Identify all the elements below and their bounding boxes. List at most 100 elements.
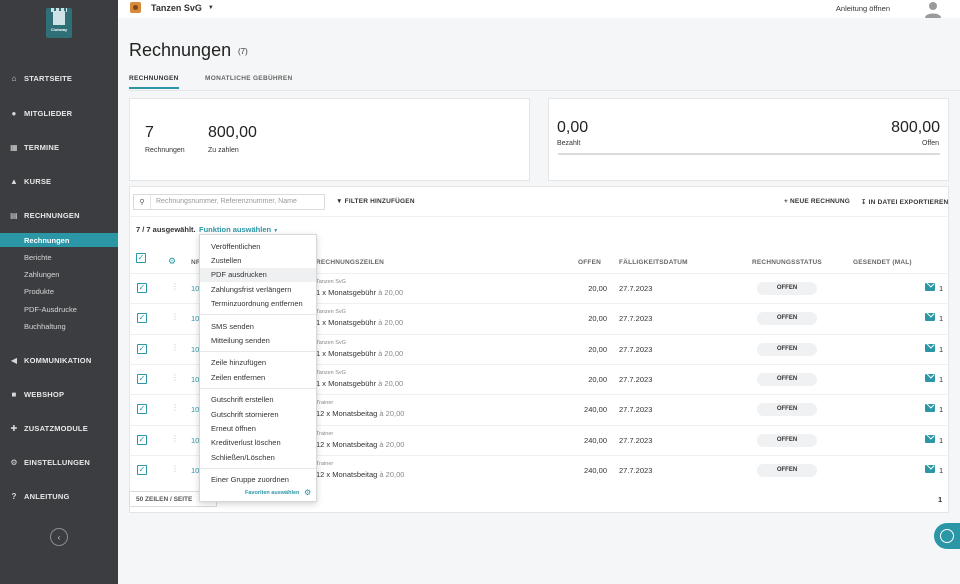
sidebar-item-termine[interactable]: ▦ TERMINE [0,139,118,155]
drag-handle-icon[interactable]: ⋮ [171,282,179,291]
open-guide-link[interactable]: Anleitung öffnen [835,4,890,13]
column-header-lines[interactable]: RECHNUNGSZEILEN [316,259,385,266]
menu-item[interactable]: Gutschrift stornieren [211,409,279,419]
sidebar-subitem-pdf-ausdrucke[interactable]: PDF-Ausdrucke [24,304,77,314]
menu-item[interactable]: Mitteilung senden [211,335,270,345]
row-checkbox[interactable]: ✓ [137,343,147,354]
sidebar-item-startseite[interactable]: ⌂ STARTSEITE [0,70,118,86]
sidebar-subitem-berichte[interactable]: Berichte [24,252,52,262]
menu-item[interactable]: Gutschrift erstellen [211,395,274,405]
envelope-icon[interactable] [925,313,935,322]
invoice-number-link[interactable]: 10 [191,465,200,475]
table-row[interactable]: ✓ ⋮ 10 Tanzen SvG 1 x Monatsgebühr à 20,00 20… [129,333,949,364]
sidebar-item-webshop[interactable]: ■ WEBSHOP [0,386,118,402]
tab-monthly-fees[interactable]: MONATLICHE GEBÜHREN [205,75,293,82]
column-settings-gear-icon[interactable]: ⚙ [168,256,177,266]
menu-item[interactable]: Veröffentlichen [211,241,261,251]
menu-item[interactable]: Zeilen entfernen [211,372,266,382]
drag-handle-icon[interactable]: ⋮ [171,312,179,322]
drag-handle-icon[interactable]: ⋮ [171,403,179,413]
home-icon: ⌂ [11,73,17,83]
table-row[interactable]: ✓ ⋮ 10 Trainer 12 x Monatsbeitag à 20,00 240,… [129,424,949,455]
menu-item[interactable]: Zustellen [211,255,242,265]
envelope-icon[interactable] [925,464,935,473]
sent-count: 1 [939,344,944,354]
tab-invoices[interactable]: RECHNUNGEN [129,75,179,89]
row-checkbox[interactable]: ✓ [137,404,147,415]
sidebar-item-kurse[interactable]: ▲ KURSE [0,173,118,189]
sidebar-item-rechnungen[interactable]: ▤ RECHNUNGEN [0,207,118,223]
table-row[interactable]: ✓ ⋮ 10 Tanzen SvG 1 x Monatsgebühr à 20,00 20… [129,303,949,333]
add-filter-label: FILTER HINZUFÜGEN [344,198,415,205]
column-header-nr[interactable]: NR [191,259,201,266]
drag-handle-icon[interactable]: ⋮ [171,372,179,382]
search-input[interactable]: ⚲ Rechnungsnummer, Referenznummer, Name [133,194,325,210]
sidebar-item-mitglieder[interactable]: ● MITGLIEDER [0,105,118,121]
menu-item[interactable]: PDF ausdrucken [200,267,316,282]
drag-handle-icon[interactable]: ⋮ [171,433,179,443]
row-checkbox[interactable]: ✓ [137,313,147,324]
invoice-number-link[interactable]: 10 [191,314,200,324]
invoice-number-link[interactable]: 10 [191,344,200,354]
envelope-icon[interactable] [925,283,935,291]
column-header-open[interactable]: OFFEN [578,259,602,266]
sidebar-subitem-buchhaltung[interactable]: Buchhaltung [24,322,66,331]
table-row[interactable]: ✓ ⋮ 10 Trainer 12 x Monatsbeitag à 20,00 240,… [129,454,949,485]
menu-item[interactable]: Zahlungsfrist verlängern [211,284,292,294]
invoice-number-link[interactable]: 10 [191,284,200,293]
column-header-due-date[interactable]: FÄLLIGKEITSDATUM [619,259,688,266]
new-invoice-label: NEUE RECHNUNG [790,198,851,205]
row-checkbox[interactable]: ✓ [137,283,147,293]
column-header-sent[interactable]: GESENDET (MAL) [853,259,912,266]
sidebar-subitem-produkte[interactable]: Produkte [24,287,55,297]
menu-item[interactable]: Zeile hinzufügen [211,358,267,368]
select-all-checkbox[interactable]: ✓ [136,253,146,263]
drag-handle-icon[interactable]: ⋮ [171,463,179,473]
select-function-link[interactable]: Funktion auswählen ▼ [199,225,278,234]
menu-item[interactable]: Kreditverlust löschen [211,438,281,448]
row-checkbox[interactable]: ✓ [137,434,147,445]
drag-handle-icon[interactable]: ⋮ [171,342,179,352]
envelope-icon[interactable] [925,404,935,413]
menu-item[interactable]: SMS senden [211,321,254,331]
gear-icon[interactable]: ⚙ [304,488,312,497]
table-row[interactable]: ✓ ⋮ 10 Trainer 12 x Monatsbeitag à 20,00 240,… [129,394,949,424]
avatar-icon[interactable] [924,0,942,18]
table-row[interactable]: ✓ ⋮ 10 Tanzen SvG 1 x Monatsgebühr à 20,00 20… [129,363,949,394]
add-filter-button[interactable]: ▼ FILTER HINZUFÜGEN [336,198,415,205]
row-checkbox[interactable]: ✓ [137,464,147,475]
sidebar-item-anleitung[interactable]: ? ANLEITUNG [0,488,118,504]
column-header-status[interactable]: RECHNUNGSSTATUS [752,259,822,266]
invoice-number-link[interactable]: 10 [191,405,200,415]
select-favorites-link[interactable]: Favoriten auswählen [245,490,300,496]
sidebar-item-label: MITGLIEDER [24,108,73,118]
invoice-number-link[interactable]: 10 [191,435,200,445]
page-number[interactable]: 1 [938,495,943,504]
sidebar-item-kommunikation[interactable]: ◀ KOMMUNIKATION [0,352,118,368]
row-checkbox[interactable]: ✓ [137,373,147,384]
export-button[interactable]: ↧ IN DATEI EXPORTIEREN [861,198,948,206]
sidebar-subitem-zahlungen[interactable]: Zahlungen [24,270,60,280]
table-row[interactable]: ✓ ⋮ 10 Tanzen SvG 1 x Monatsgebühr à 20,00 20… [129,273,949,303]
envelope-icon[interactable] [925,343,935,352]
clubway-logo[interactable]: Clubway [46,8,72,38]
sidebar-subitem-rechnungen[interactable]: Rechnungen [0,233,118,247]
line-source: Tanzen SvG [316,339,346,346]
topbar: Tanzen SvG ▼ Anleitung öffnen [118,0,960,18]
menu-item[interactable]: Schließen/Löschen [211,452,275,462]
menu-item[interactable]: Einer Gruppe zuordnen [211,475,289,485]
invoice-number-link[interactable]: 10 [191,374,200,384]
club-switcher[interactable]: Tanzen SvG ▼ [130,2,214,13]
sidebar-item-einstellungen[interactable]: ⚙ EINSTELLUNGEN [0,454,118,470]
menu-item[interactable]: Erneut öffnen [211,423,256,433]
sidebar: Clubway ⌂ STARTSEITE ● MITGLIEDER ▦ TERMINE ▲ K… [0,0,118,584]
envelope-icon[interactable] [925,434,935,443]
envelope-icon[interactable] [925,373,935,382]
line-item: 1 x Monatsgebühr [316,318,377,328]
collapse-sidebar-button[interactable]: ‹ [50,528,68,546]
line-description: 12 x Monatsbeitag à 20,00 [316,409,404,418]
chat-button[interactable] [934,523,960,549]
menu-item[interactable]: Terminzuordnung entfernen [211,299,303,309]
sidebar-item-zusatzmodule[interactable]: ✚ ZUSATZMODULE [0,420,118,436]
new-invoice-button[interactable]: + NEUE RECHNUNG [784,198,850,205]
